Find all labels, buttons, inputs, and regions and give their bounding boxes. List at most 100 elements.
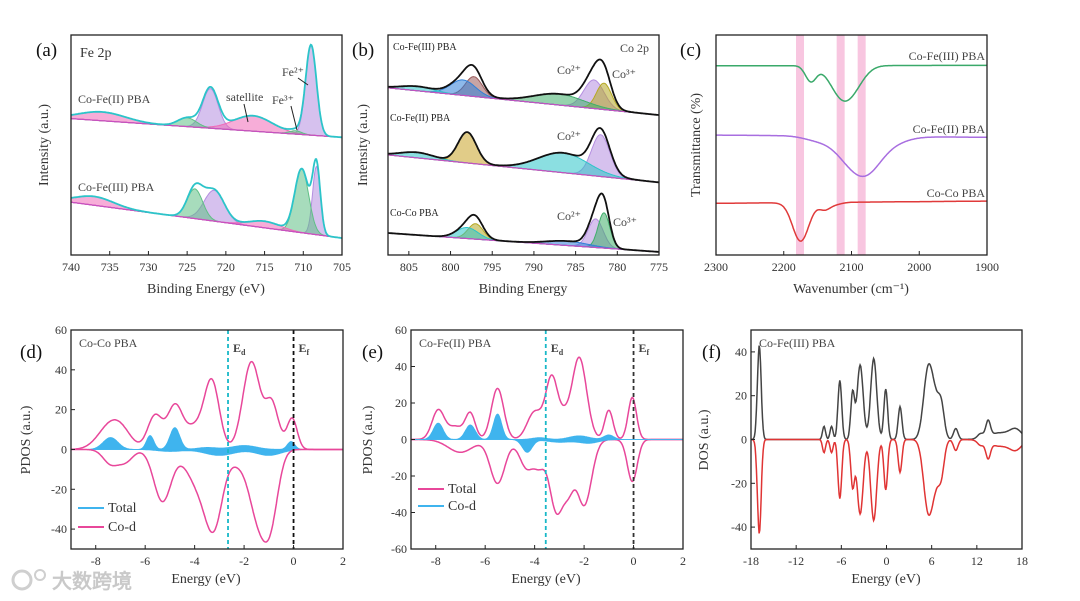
series-label: Co-Co PBA	[927, 186, 986, 200]
y-tick-label: -20	[731, 476, 747, 490]
annotation: Fe³⁺	[272, 93, 294, 107]
y-tick-label: -40	[51, 522, 67, 536]
label-sub: d	[241, 348, 246, 357]
x-axis-label: Binding Energy	[479, 282, 568, 297]
y-tick-label: 60	[395, 323, 407, 337]
x-tick-label: 740	[62, 260, 80, 274]
envelope-line	[71, 43, 342, 139]
envelope-line	[388, 58, 659, 116]
y-tick-label: 40	[55, 363, 67, 377]
panel-label: (c)	[680, 40, 701, 61]
annotation: Co²⁺	[557, 63, 581, 77]
legend-label: Co-d	[448, 499, 476, 514]
y-tick-label: 0	[401, 433, 407, 447]
highlight-band	[836, 35, 845, 255]
arrow-fe2	[297, 77, 309, 86]
panel-title: Fe 2p	[80, 46, 112, 61]
panel-label: (d)	[20, 342, 42, 363]
envelope-line	[388, 127, 659, 184]
label-sub: f	[647, 348, 650, 357]
watermark-icon	[34, 569, 46, 581]
plot-area	[411, 356, 683, 515]
annotation: Fe²⁺	[282, 65, 304, 79]
axes-frame	[70, 329, 344, 550]
baseline-line	[388, 154, 659, 183]
axes-frame	[387, 34, 660, 256]
x-tick-label: 1900	[975, 260, 999, 274]
x-axis-label: Energy (eV)	[511, 572, 581, 587]
x-tick-label: -4	[530, 554, 540, 568]
annotation: satellite	[226, 90, 263, 104]
x-tick-label: 800	[442, 260, 460, 274]
y-axis-label: Transmittance (%)	[689, 93, 704, 197]
y-tick-label: -20	[391, 469, 407, 483]
x-tick-label: 785	[567, 260, 585, 274]
x-tick-label: 2000	[907, 260, 931, 274]
annotation: Co-Fe(III) PBA	[78, 180, 155, 194]
x-axis-label: Energy (eV)	[851, 572, 921, 587]
series-line-total	[411, 356, 683, 441]
watermark-icon	[11, 569, 33, 591]
x-tick-label: 2100	[840, 260, 864, 274]
y-tick-label: -60	[391, 542, 407, 556]
envelope-line	[388, 192, 659, 253]
series-line-co-fe-iii-pba	[716, 64, 987, 102]
envelope-line	[71, 158, 342, 239]
y-tick-label: 40	[395, 360, 407, 374]
plot-area	[751, 345, 1022, 534]
series-line-spin-up	[751, 345, 1022, 441]
vline-label-ed: Ed	[233, 341, 246, 357]
spectrum-2	[388, 192, 659, 253]
x-tick-label: -8	[431, 554, 441, 568]
panel-label: (e)	[362, 342, 383, 363]
y-tick-label: 0	[741, 433, 747, 447]
vline-label-ef: Ef	[299, 341, 310, 357]
panel-title: Co-Co PBA	[79, 336, 138, 350]
plot-area	[388, 58, 659, 253]
annotation: Co³⁺	[612, 67, 636, 81]
plot-area	[71, 360, 343, 543]
x-tick-label: 2300	[704, 260, 728, 274]
x-tick-label: 710	[294, 260, 312, 274]
annotation: Co²⁺	[557, 129, 581, 143]
series-line-total	[411, 438, 683, 515]
x-tick-label: 715	[256, 260, 274, 274]
series-line-co-d	[71, 448, 343, 543]
x-tick-label: 720	[217, 260, 235, 274]
panel-label: (f)	[702, 342, 721, 363]
panel-title: Co-Fe(II) PBA	[419, 336, 492, 350]
label-sub: d	[559, 348, 564, 357]
y-tick-label: 20	[55, 403, 67, 417]
highlight-band	[857, 35, 866, 255]
series-line-spin-down	[751, 438, 1022, 534]
annotation: Co³⁺	[613, 215, 637, 229]
x-axis-label: Energy (eV)	[171, 572, 241, 587]
y-tick-label: 20	[395, 396, 407, 410]
annotation: Co-Fe(III) PBA	[393, 42, 457, 53]
legend-label: Total	[448, 482, 477, 497]
x-tick-label: 775	[650, 260, 668, 274]
label-main: E	[233, 341, 241, 355]
arrow-fe3	[290, 105, 298, 131]
highlight-band	[796, 35, 805, 255]
y-axis-label: Intensity (a.u.)	[356, 104, 371, 186]
x-tick-label: 6	[929, 554, 935, 568]
baseline-line	[388, 87, 659, 116]
y-tick-label: 0	[61, 442, 67, 456]
x-tick-label: 795	[483, 260, 501, 274]
x-axis-label: Wavenumber (cm⁻¹)	[793, 282, 909, 297]
vline-label-ef: Ef	[639, 341, 650, 357]
x-tick-label: 805	[400, 260, 418, 274]
x-tick-label: -6	[140, 554, 150, 568]
axes-frame	[70, 34, 343, 256]
plot-area	[716, 35, 987, 255]
x-tick-label: 705	[333, 260, 351, 274]
y-tick-label: -20	[51, 482, 67, 496]
panel-c: 2300 2200 2100 2000 1900 Wavenumber (cm⁻¹) Tra…	[680, 34, 999, 297]
x-tick-label: 735	[101, 260, 119, 274]
series-line-co-d	[71, 360, 343, 451]
